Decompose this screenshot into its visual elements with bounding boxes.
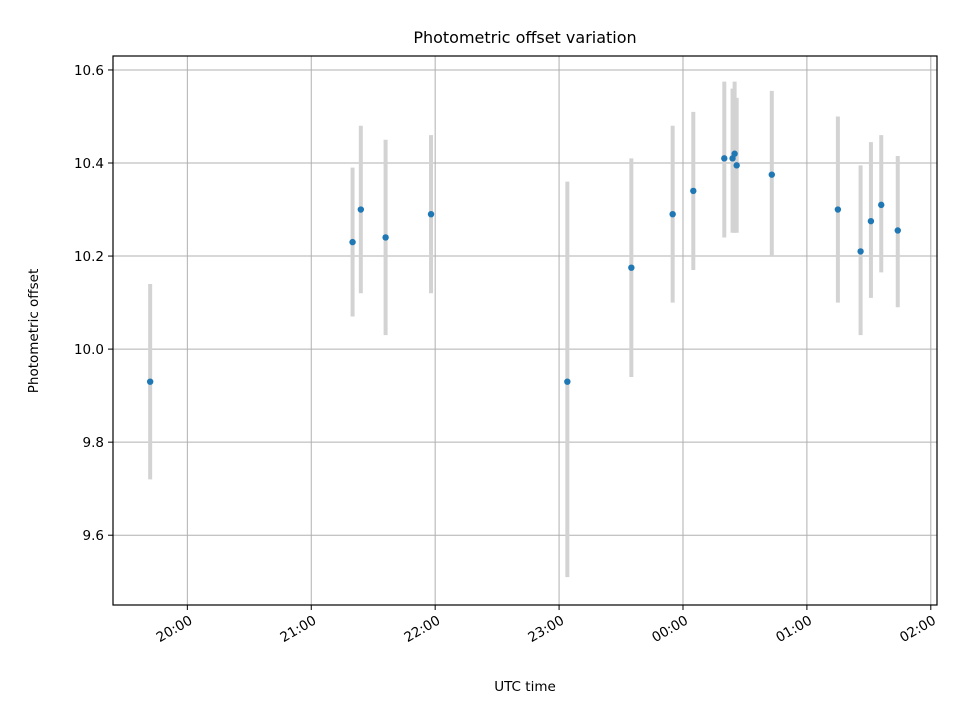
data-point — [857, 248, 864, 255]
y-tick-label: 10.2 — [74, 249, 104, 265]
data-point — [690, 187, 697, 195]
data-point — [357, 206, 365, 213]
data-point — [721, 155, 728, 162]
data-point — [731, 150, 738, 157]
y-tick-label: 10.4 — [74, 156, 104, 172]
data-point — [733, 162, 740, 169]
x-tick-label: 00:00 — [649, 613, 691, 646]
data-point — [669, 210, 676, 218]
x-tick-label: 23:00 — [525, 613, 567, 646]
data-point — [382, 234, 389, 241]
plot-frame — [112, 55, 938, 606]
data-point — [427, 210, 435, 218]
data-point — [878, 201, 885, 209]
data-point — [146, 378, 154, 385]
x-tick-label: 02:00 — [897, 613, 939, 646]
y-tick-label: 10.6 — [74, 63, 104, 79]
x-tick-label: 22:00 — [401, 613, 443, 646]
x-tick-label: 20:00 — [154, 613, 196, 646]
y-axis-label: Photometric offset — [26, 269, 42, 393]
data-point — [628, 264, 635, 271]
point-layer — [146, 150, 901, 385]
x-tick-label: 01:00 — [773, 613, 815, 646]
data-point — [834, 206, 842, 213]
x-tick-label: 21:00 — [278, 613, 320, 646]
data-point — [564, 378, 571, 385]
tick-layer: 9.6 9.8 10.0 10.2 10.4 10.6 20:00 21:00 22:00 23:… — [74, 63, 939, 646]
data-point — [894, 227, 901, 234]
data-point — [768, 171, 775, 178]
y-tick-label: 9.8 — [83, 435, 104, 451]
chart-title: Photometric offset variation — [413, 28, 636, 47]
y-tick-label: 9.6 — [83, 528, 104, 544]
grid-layer — [113, 56, 937, 605]
data-point — [349, 238, 356, 246]
y-tick-label: 10.0 — [74, 342, 104, 358]
data-point — [867, 217, 875, 225]
x-axis-label: UTC time — [494, 679, 556, 695]
errorbar-layer — [148, 81, 900, 578]
